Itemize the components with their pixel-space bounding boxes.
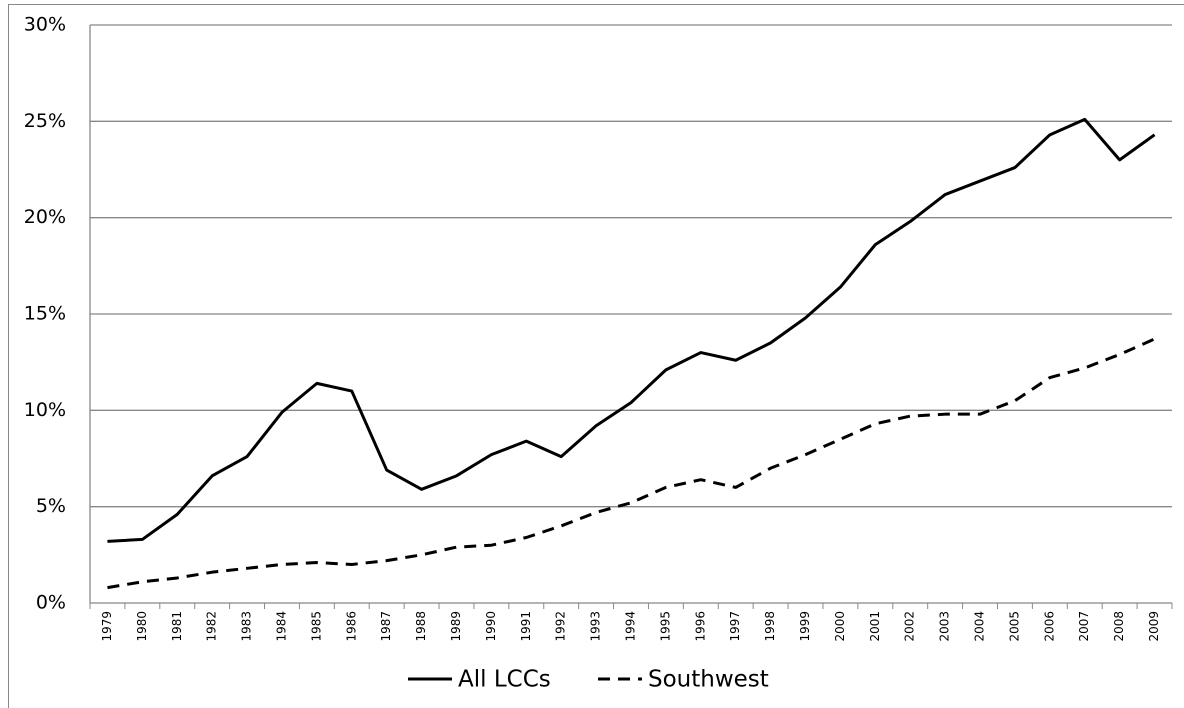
x-tick-label: 1982: [205, 611, 219, 642]
x-tick-label: 1995: [658, 611, 672, 642]
x-tick-label: 1986: [344, 611, 358, 642]
x-tick-label: 1998: [763, 611, 777, 642]
data-line: [107, 337, 1156, 590]
y-tick-label: 25%: [24, 110, 66, 132]
y-tick-label: 0%: [36, 592, 66, 614]
data-line: [107, 117, 1156, 543]
x-tick-label: 2008: [1112, 611, 1126, 642]
x-tick-label: 1988: [414, 611, 428, 642]
y-tick-label: 5%: [36, 495, 66, 517]
y-tick-label: 10%: [24, 399, 66, 421]
y-tick-label: 20%: [24, 206, 66, 228]
x-tick-label: 1990: [484, 611, 498, 642]
x-tick-label: 1987: [379, 611, 393, 642]
y-tick-label: 30%: [24, 14, 66, 36]
x-tick-label: 2000: [833, 611, 847, 642]
x-tick-label: 1979: [100, 611, 114, 642]
x-tick-label: 2004: [973, 611, 987, 642]
x-tick-label: 1985: [309, 611, 323, 642]
x-tick-label: 1984: [274, 611, 288, 642]
x-tick-label: 2003: [938, 611, 952, 642]
y-tick-label: 15%: [24, 303, 66, 325]
x-tick-label: 2005: [1007, 611, 1021, 642]
x-tick-label: 1999: [798, 611, 812, 642]
x-tick-label: 1992: [554, 611, 568, 642]
x-tick-label: 1993: [589, 611, 603, 642]
x-tick-label: 2001: [868, 611, 882, 642]
x-tick-label: 2009: [1147, 611, 1161, 642]
x-tick-label: 1994: [624, 611, 638, 642]
x-tick-label: 1981: [170, 611, 184, 642]
x-tick-label: 2007: [1077, 611, 1091, 642]
x-tick-label: 1989: [449, 611, 463, 642]
legend-label: Southwest: [648, 667, 769, 693]
x-tick-label: 1997: [728, 611, 742, 642]
legend-label: All LCCs: [458, 667, 551, 693]
x-tick-label: 1991: [519, 611, 533, 642]
x-tick-label: 2006: [1042, 611, 1056, 642]
x-tick-label: 2002: [903, 611, 917, 642]
x-tick-label: 1996: [693, 611, 707, 642]
x-tick-label: 1983: [240, 611, 254, 642]
x-tick-label: 1980: [135, 611, 149, 642]
